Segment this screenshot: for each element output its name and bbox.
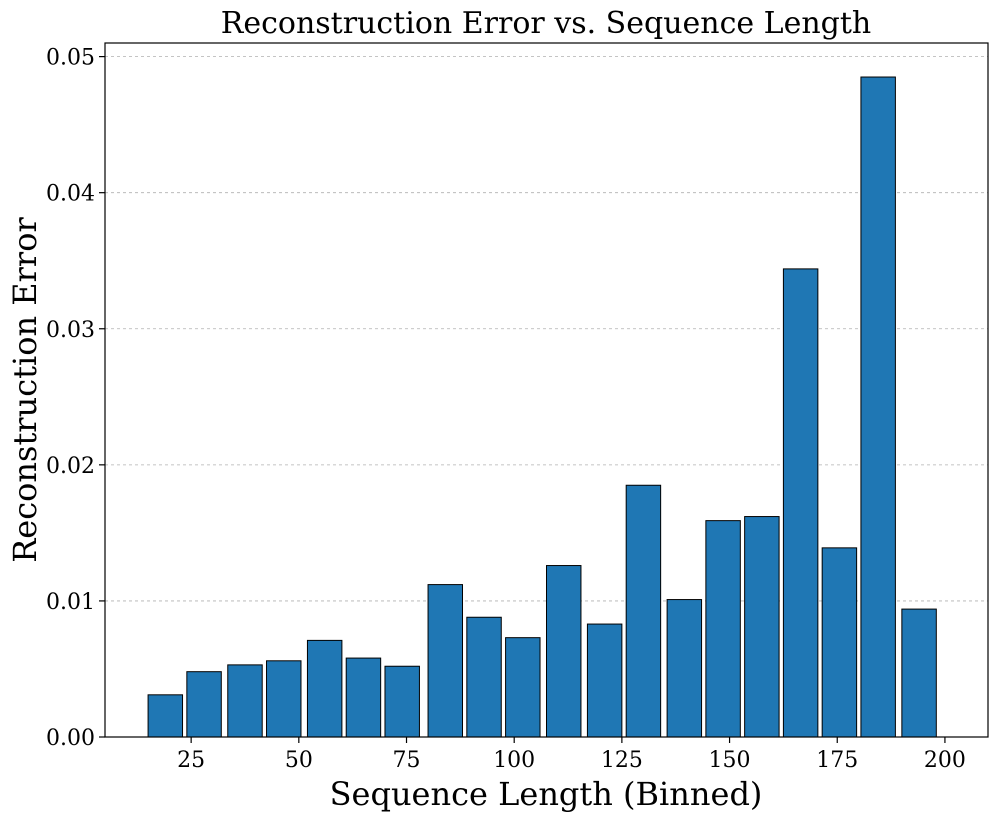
bar xyxy=(384,665,420,738)
bar xyxy=(860,76,896,738)
bar xyxy=(705,520,741,738)
x-tick-label: 25 xyxy=(177,748,205,773)
bar xyxy=(782,268,819,738)
bar xyxy=(505,637,541,738)
y-tick-label: 0.03 xyxy=(46,318,95,343)
bar xyxy=(744,516,780,738)
y-tick-label: 0.02 xyxy=(46,454,95,479)
y-axis-ticks: 0.00 0.01 0.02 0.03 0.04 0.05 xyxy=(46,46,105,751)
bar xyxy=(901,608,937,738)
bar xyxy=(306,639,343,738)
bar xyxy=(546,565,582,738)
bar xyxy=(345,657,382,738)
y-tick-label: 0.04 xyxy=(46,182,95,207)
bar xyxy=(586,623,623,738)
bar xyxy=(625,484,662,738)
grid-layer xyxy=(105,56,988,602)
x-axis-ticks: 25 50 75 100 125 150 175 200 xyxy=(177,737,966,773)
y-tick-label: 0.00 xyxy=(46,726,95,751)
x-tick-label: 200 xyxy=(924,748,966,773)
y-tick-label: 0.01 xyxy=(46,590,95,615)
x-tick-label: 125 xyxy=(601,748,643,773)
y-axis-label: Reconstruction Error xyxy=(6,217,44,563)
x-tick-label: 175 xyxy=(816,748,858,773)
x-tick-label: 50 xyxy=(285,748,313,773)
bar xyxy=(821,547,858,738)
x-tick-label: 100 xyxy=(493,748,535,773)
bar xyxy=(666,599,703,738)
bar xyxy=(186,671,222,738)
plot-frame xyxy=(104,42,989,738)
bar xyxy=(227,664,263,738)
bar xyxy=(147,694,184,738)
x-tick-label: 75 xyxy=(393,748,421,773)
x-tick-label: 150 xyxy=(709,748,751,773)
bar xyxy=(427,584,464,738)
bar xyxy=(266,660,302,738)
y-tick-label: 0.05 xyxy=(46,46,95,71)
chart-title: Reconstruction Error vs. Sequence Length xyxy=(221,6,872,41)
x-axis-label: Sequence Length (Binned) xyxy=(330,775,763,813)
bar-layer xyxy=(147,76,937,738)
bar xyxy=(466,616,502,738)
